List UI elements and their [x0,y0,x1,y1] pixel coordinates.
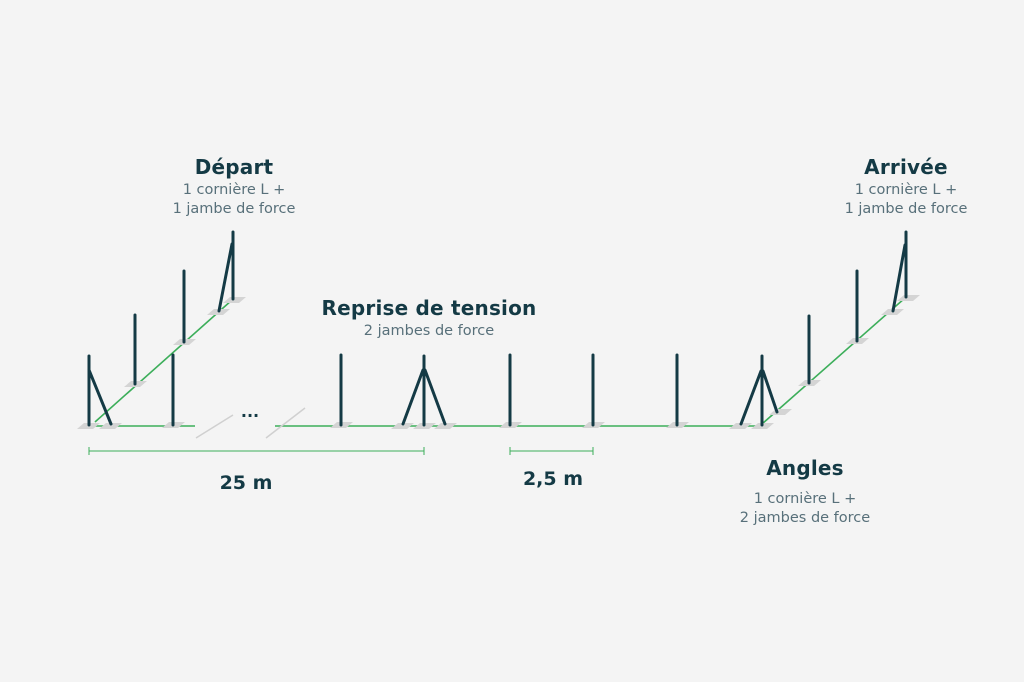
reprise-line1: 2 jambes de force [363,323,495,339]
base-plate [434,423,457,429]
dimension-label-2-5m: 2,5 m [522,468,584,490]
brace-strut [761,369,779,414]
brace-strut [423,368,447,426]
angles-title: Angles [766,456,844,480]
base-plate [769,409,792,415]
reprise-title: Reprise de tension [321,296,537,320]
reprise-label: Reprise de tension 2 jambes de force [299,296,559,341]
brace-strut [217,242,234,313]
base-plate [897,295,920,301]
depart-line1: 1 cornière L + [182,182,286,198]
arrivee-line2: 1 jambe de force [844,201,968,217]
fence-posts [87,230,908,427]
brace-strut [739,369,763,426]
depart-label: Départ 1 cornière L + 1 jambe de force [134,155,334,219]
angles-label: Angles 1 cornière L + 2 jambes de force [705,456,905,528]
angles-line1: 1 cornière L + [753,491,857,507]
brace-strut [401,368,425,426]
arrivee-label: Arrivée 1 cornière L + 1 jambe de force [806,155,1006,219]
dimension-label-25m: 25 m [219,472,273,494]
arrivee-title: Arrivée [864,155,948,179]
wire-diagonal-left [94,299,233,423]
angles-line2: 2 jambes de force [739,510,871,526]
base-plate [729,423,752,429]
depart-title: Départ [194,155,274,179]
wire-diagonal-right [761,297,906,425]
brace-strut [891,243,907,313]
base-plate [223,297,246,303]
arrivee-line1: 1 cornière L + [854,182,958,198]
brace-strut [87,368,113,426]
ellipsis: ... [240,402,260,421]
dimension-lines [88,447,594,455]
depart-line2: 1 jambe de force [172,201,296,217]
base-plate [391,423,414,429]
base-plate [99,423,122,429]
gap-dashes [195,407,306,439]
